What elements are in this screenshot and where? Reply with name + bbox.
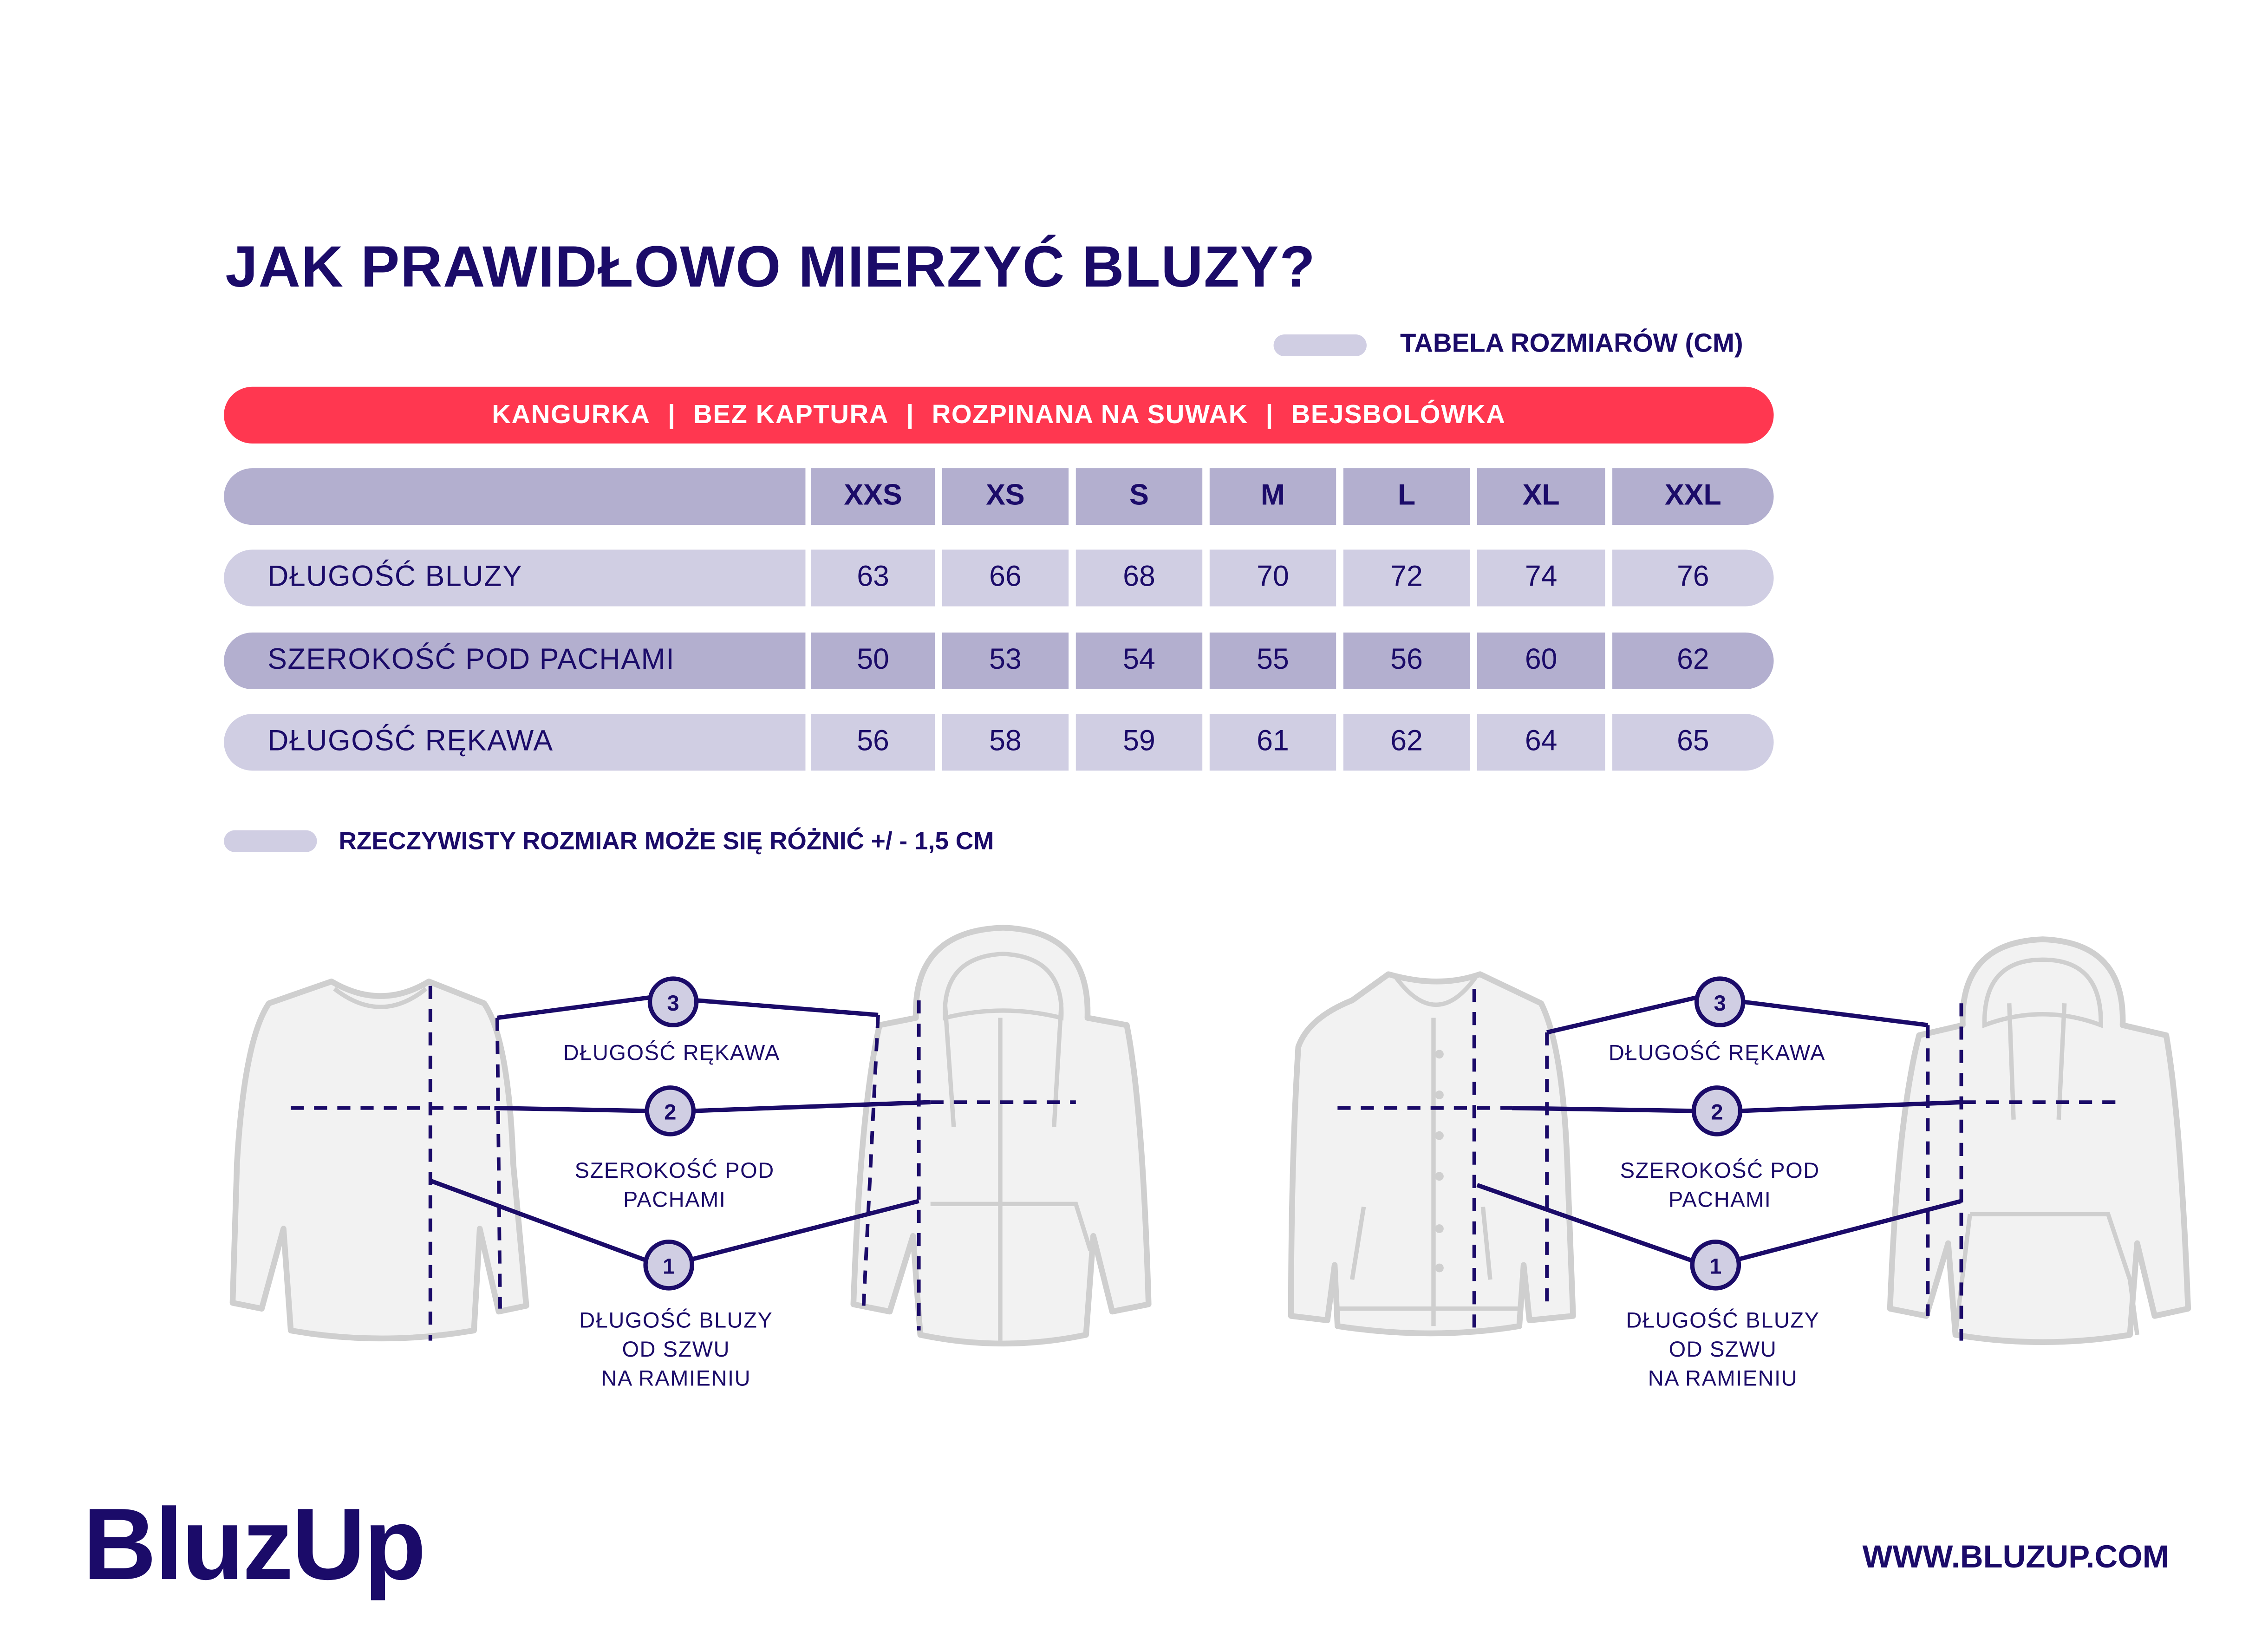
label-line: OD SZWU [622,1338,730,1363]
legend-label: TABELA ROZMIARÓW (CM) [1400,328,1743,358]
header-label-cell [224,468,806,525]
body-length-label: DŁUGOŚĆ BLUZY OD SZWU NA RAMIENIU [531,1307,821,1395]
category-bar: KANGURKA | BEZ KAPTURA | ROZPINANA NA SU… [224,386,1774,444]
marker-3-circle [647,976,699,1027]
value-cell: 50 [811,632,935,689]
label-line: NA RAMIENIU [1648,1366,1798,1392]
value-cell: 64 [1477,714,1605,771]
label-line: OD SZWU [1668,1338,1777,1363]
size-header: XXL [1612,468,1774,525]
marker-1-circle [1690,1240,1741,1291]
value-cell: 72 [1343,549,1470,607]
table-row: SZEROKOŚĆ POD PACHAMI 50 53 54 55 56 60 62 [224,632,1774,689]
value-cell: 53 [942,632,1069,689]
category-bez-kaptura: BEZ KAPTURA [693,399,889,429]
value-cell: 66 [942,549,1069,607]
label-line: SZEROKOŚĆ POD [1620,1159,1820,1184]
value-cell: 55 [1209,632,1336,689]
table-header-row: XXS XS S M L XL XXL [224,468,1774,525]
row-label: DŁUGOŚĆ RĘKAWA [224,714,806,771]
chest-width-label: SZEROKOŚĆ POD PACHAMI [529,1157,820,1215]
marker-1-circle [643,1240,694,1291]
marker-2-circle [1691,1085,1743,1136]
marker-3: 3 [667,991,679,1015]
value-cell: 62 [1612,632,1774,689]
value-cell: 54 [1075,632,1203,689]
label-line: DŁUGOŚĆ BLUZY [1626,1308,1820,1333]
category-rozpinana: ROZPINANA NA SUWAK [932,399,1249,429]
table-row: DŁUGOŚĆ BLUZY 63 66 68 70 72 74 76 [224,549,1774,607]
category-kangurka: KANGURKA [492,399,651,429]
value-cell: 74 [1477,549,1605,607]
marker-3-circle [1694,976,1746,1027]
row-label: DŁUGOŚĆ BLUZY [224,549,806,607]
marker-2: 2 [1711,1100,1723,1124]
marker-1: 1 [1709,1254,1721,1279]
value-cell: 68 [1075,549,1203,607]
size-header: M [1209,468,1336,525]
value-cell: 56 [1343,632,1470,689]
value-cell: 63 [811,549,935,607]
sleeve-length-label: DŁUGOŚĆ RĘKAWA [563,1041,781,1066]
separator: | [1265,399,1274,429]
marker-1: 1 [663,1254,675,1279]
legend-chip [1273,334,1367,357]
value-cell: 58 [942,714,1069,771]
brand-logo: BluzUp [83,1487,426,1601]
marker-2: 2 [664,1100,676,1124]
size-header: XL [1477,468,1605,525]
value-cell: 65 [1612,714,1774,771]
page-title: JAK PRAWIDŁOWO MIERZYĆ BLUZY? [225,235,1316,300]
marker-group [643,976,1746,1291]
value-cell: 61 [1209,714,1336,771]
sweater-illustration [229,979,529,1342]
size-header: XXS [811,468,935,525]
value-cell: 56 [811,714,935,771]
value-cell: 60 [1477,632,1605,689]
chest-width-label: SZEROKOŚĆ POD PACHAMI [1575,1157,1865,1215]
row-label: SZEROKOŚĆ POD PACHAMI [224,632,806,689]
table-row: DŁUGOŚĆ RĘKAWA 56 58 59 61 62 64 65 [224,714,1774,771]
size-header: L [1343,468,1470,525]
value-cell: 70 [1209,549,1336,607]
value-cell: 62 [1343,714,1470,771]
size-tolerance-note: RZECZYWISTY ROZMIAR MOŻE SIĘ RÓŻNIĆ +/ -… [339,827,994,855]
marker-3: 3 [1714,991,1726,1015]
label-line: SZEROKOŚĆ POD [574,1159,775,1184]
separator: | [668,399,676,429]
size-header: XS [942,468,1069,525]
separator: | [906,399,915,429]
value-cell: 59 [1075,714,1203,771]
body-length-label: DŁUGOŚĆ BLUZY OD SZWU NA RAMIENIU [1577,1307,1868,1395]
marker-2-circle [645,1085,696,1136]
label-line: PACHAMI [1668,1188,1772,1213]
label-line: DŁUGOŚĆ BLUZY [579,1308,773,1333]
label-line: NA RAMIENIU [601,1366,751,1392]
website-link[interactable]: WWW.BLUZUP.COM [1862,1538,2170,1575]
sleeve-length-label: DŁUGOŚĆ RĘKAWA [1608,1041,1826,1066]
size-header: S [1075,468,1203,525]
category-bejsbolowka: BEJSBOLÓWKA [1291,399,1506,429]
label-line: PACHAMI [623,1188,726,1213]
kangaroo-hoodie-illustration [1887,936,2191,1345]
value-cell: 76 [1612,549,1774,607]
note-chip [224,830,317,852]
